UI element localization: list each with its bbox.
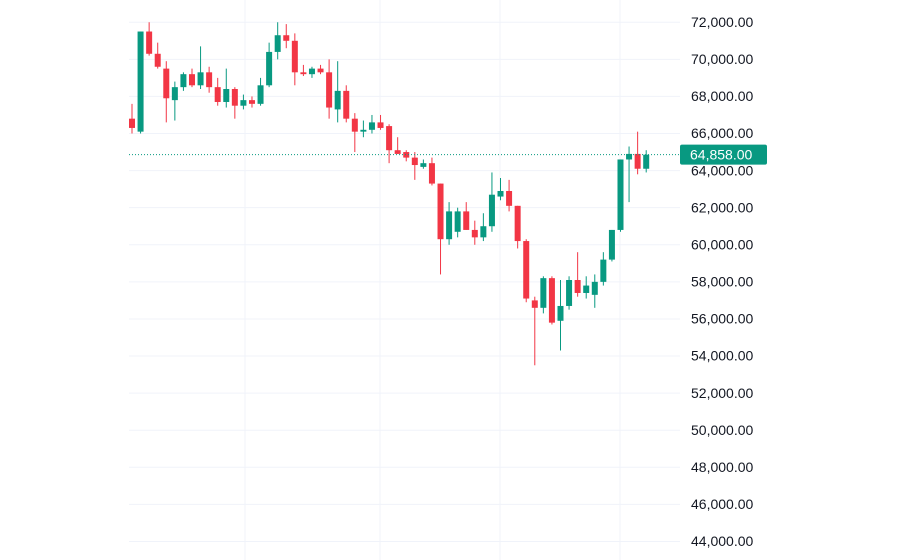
candle-body	[386, 126, 393, 151]
candle-body	[214, 87, 221, 102]
candle-body	[137, 31, 144, 132]
candle-body	[317, 68, 324, 73]
candle-body	[411, 157, 418, 166]
candle-body	[248, 100, 255, 104]
candle-body	[574, 280, 581, 293]
candle-body	[240, 100, 247, 106]
candle-body	[360, 129, 367, 132]
y-tick-label: 72,000.00	[691, 14, 753, 30]
candle-body	[300, 72, 307, 75]
candle-body	[437, 183, 444, 240]
y-tick-label: 60,000.00	[691, 236, 753, 252]
candle-body	[377, 122, 384, 128]
candle-body	[334, 90, 341, 110]
candle-body	[368, 122, 375, 130]
candle-body	[129, 118, 135, 128]
y-tick-label: 56,000.00	[691, 311, 753, 327]
candle-body	[428, 163, 435, 184]
candle-body	[291, 40, 298, 73]
candle-body	[180, 74, 187, 88]
candle-body	[394, 150, 401, 154]
y-tick-label: 64,000.00	[691, 162, 753, 178]
candle-body	[326, 72, 333, 108]
candle-body	[171, 87, 178, 101]
candle-body	[146, 31, 153, 54]
candle-body	[617, 159, 624, 230]
candle-body	[223, 89, 230, 102]
candle-body	[266, 51, 273, 86]
candle-body	[643, 154, 650, 169]
candle-body	[608, 229, 615, 260]
last-price-badge	[680, 144, 767, 165]
candle-body	[257, 85, 264, 104]
candle-body	[514, 205, 521, 242]
candle-body	[343, 90, 350, 119]
candle-body	[566, 280, 573, 306]
candle-body	[403, 152, 410, 158]
candle-body	[163, 68, 170, 99]
last-price-label: 64,858.00	[690, 146, 752, 162]
y-tick-label: 68,000.00	[691, 88, 753, 104]
y-tick-label: 52,000.00	[691, 385, 753, 401]
candle-body	[600, 259, 607, 282]
candle-body	[523, 241, 530, 299]
y-tick-label: 54,000.00	[691, 348, 753, 364]
candle-body	[540, 278, 547, 308]
candle-body	[506, 190, 513, 206]
candle-body	[454, 211, 461, 232]
candle-body	[557, 305, 564, 321]
candle-body	[188, 74, 195, 86]
candle-body	[308, 68, 315, 75]
vertical-grid	[244, 0, 621, 560]
candle-body	[634, 153, 641, 169]
y-tick-label: 70,000.00	[691, 51, 753, 67]
candle-body	[351, 118, 358, 132]
candle-body	[471, 229, 478, 238]
y-tick-label: 50,000.00	[691, 422, 753, 438]
candle-body	[548, 278, 555, 323]
candle-body	[420, 163, 427, 167]
y-tick-label: 58,000.00	[691, 274, 753, 290]
y-tick-label: 44,000.00	[691, 533, 753, 549]
candle-body	[274, 35, 281, 52]
candle-body	[231, 89, 238, 106]
candle-body	[463, 211, 470, 230]
y-tick-label: 48,000.00	[691, 459, 753, 475]
candle-body	[154, 53, 161, 67]
y-tick-label: 46,000.00	[691, 496, 753, 512]
candle-body	[197, 72, 204, 86]
candle-body	[283, 35, 290, 41]
candle-body	[446, 211, 453, 240]
candle-body	[626, 153, 633, 160]
candle-body	[206, 72, 213, 88]
candle-body	[497, 190, 504, 197]
y-tick-label: 62,000.00	[691, 199, 753, 215]
candle-body	[583, 285, 590, 293]
candle-body	[531, 300, 538, 308]
y-tick-label: 66,000.00	[691, 125, 753, 141]
candle-body	[591, 281, 598, 295]
candle-body	[480, 226, 487, 238]
candle-body	[488, 194, 495, 227]
